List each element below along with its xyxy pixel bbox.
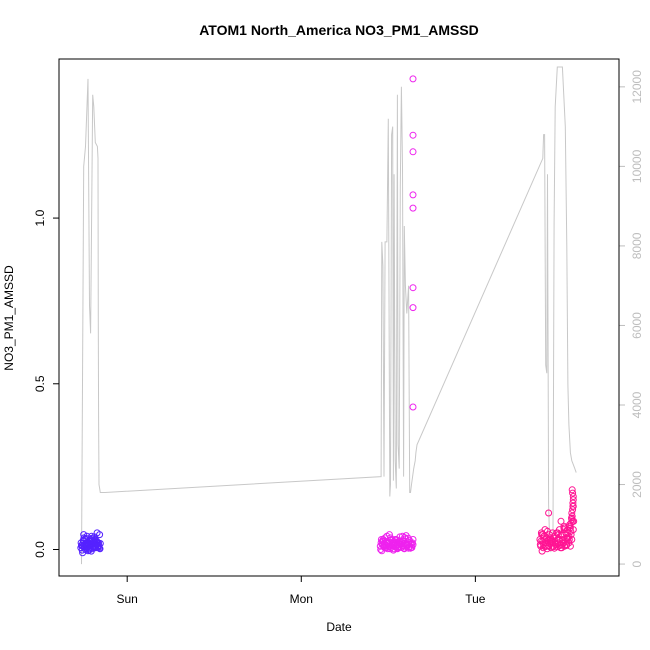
data-point [545, 542, 553, 550]
data-point [409, 541, 417, 548]
y-tick-label: 0.5 [33, 375, 47, 392]
data-point [557, 541, 565, 548]
data-point [545, 509, 553, 517]
data-point [398, 539, 406, 547]
data-point [409, 284, 417, 292]
scatter-points-group [77, 75, 578, 557]
data-point [93, 538, 101, 546]
data-point [409, 304, 417, 312]
data-point [543, 542, 551, 550]
y2-tick-label: 10000 [630, 149, 644, 183]
y2-tick-label: 4000 [630, 391, 644, 418]
data-point [541, 526, 549, 534]
data-point [381, 534, 389, 542]
data-point [554, 531, 562, 539]
data-point [409, 75, 417, 83]
data-point [409, 403, 417, 411]
data-point [565, 536, 573, 543]
altitude-line [81, 66, 577, 565]
x-tick-label: Mon [290, 592, 313, 606]
data-point [570, 517, 578, 525]
data-point [377, 536, 385, 543]
x-tick-label: Sun [117, 592, 138, 606]
data-point [83, 535, 91, 543]
data-point [568, 509, 576, 517]
data-point [569, 496, 577, 504]
x-axis-label: Date [326, 620, 352, 634]
data-point [392, 536, 400, 544]
chart-title: ATOM1 North_America NO3_PM1_AMSSD [199, 22, 479, 38]
data-point [557, 517, 565, 525]
data-point [562, 542, 570, 549]
data-point [409, 536, 417, 543]
data-point [546, 536, 554, 543]
data-point [90, 544, 98, 551]
y-tick-label: 0.0 [33, 541, 47, 558]
y2-tick-label: 2000 [630, 471, 644, 498]
data-point [569, 502, 577, 510]
data-point [409, 191, 417, 199]
data-point [93, 537, 101, 545]
data-point [86, 540, 94, 547]
data-point [568, 486, 576, 494]
y2-tick-label: 0 [630, 560, 644, 567]
y-tick-label: 1.0 [33, 209, 47, 226]
altitude-series-group [81, 66, 577, 565]
data-point [569, 499, 577, 507]
data-point [409, 148, 417, 156]
data-point [86, 545, 93, 553]
data-point [566, 542, 574, 550]
data-point [391, 540, 398, 547]
data-point [393, 545, 401, 553]
data-point [540, 532, 548, 540]
data-point [409, 131, 417, 139]
y2-tick-label: 8000 [630, 232, 644, 259]
data-point [401, 534, 409, 542]
y-axis-label: NO3_PM1_AMSSD [2, 265, 16, 371]
plot-frame [58, 58, 620, 577]
y2-tick-label: 12000 [630, 70, 644, 104]
y2-tick-label: 6000 [630, 312, 644, 339]
data-point [408, 544, 416, 551]
data-point [569, 506, 577, 514]
data-point [569, 493, 577, 500]
x-tick-label: Tue [465, 592, 486, 606]
data-point [569, 489, 577, 497]
data-point [563, 534, 571, 542]
data-point [396, 537, 404, 545]
data-point [79, 542, 87, 550]
data-point [565, 532, 573, 540]
data-point [537, 537, 545, 545]
data-point [91, 533, 98, 541]
data-point [560, 524, 568, 532]
data-point [402, 532, 410, 540]
data-point [409, 204, 417, 212]
data-point [385, 543, 393, 551]
